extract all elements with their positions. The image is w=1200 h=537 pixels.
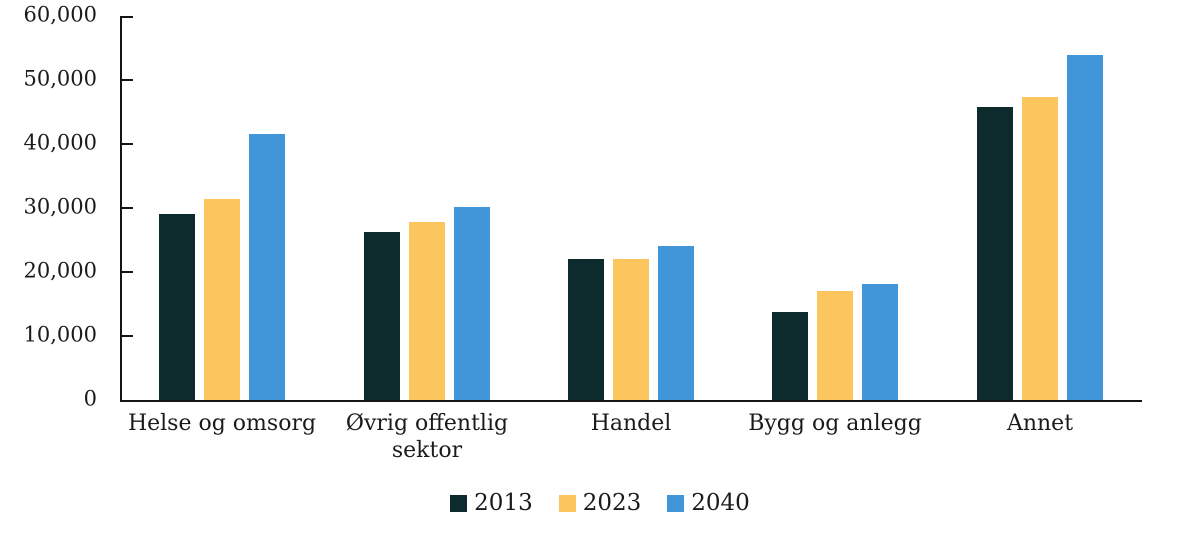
bar-handel-2013 [568, 259, 604, 400]
bar-bygg-og-anlegg-2040 [862, 284, 899, 400]
bar-helse-og-omsorg-2040 [249, 134, 286, 400]
bar-bygg-og-anlegg-2013 [772, 312, 809, 400]
bar-helse-og-omsorg-2013 [159, 214, 196, 400]
legend-label: 2013 [474, 490, 533, 516]
bar-helse-og-omsorg-2023 [204, 199, 241, 400]
plot-area [120, 16, 1142, 402]
bar-handel-2023 [613, 259, 649, 400]
y-axis-label: 30,000 [23, 194, 97, 219]
y-axis-tick [122, 79, 133, 81]
y-axis-tick [122, 335, 133, 337]
y-axis-label: 20,000 [23, 258, 97, 283]
legend-item-2040: 2040 [667, 492, 750, 515]
bar-handel-2040 [658, 246, 694, 400]
legend-item-2013: 2013 [450, 492, 533, 515]
legend: 2013 2023 2040 [0, 492, 1200, 515]
bar-bygg-og-anlegg-2023 [817, 291, 854, 400]
y-axis-tick [122, 16, 133, 18]
y-axis-label: 40,000 [23, 130, 97, 155]
legend-swatch-icon [667, 495, 685, 512]
y-axis-tick [122, 271, 133, 273]
y-axis-label: 50,000 [23, 66, 97, 91]
y-axis-label: 0 [83, 386, 97, 411]
y-axis-label: 60,000 [23, 2, 97, 27]
legend-label: 2023 [582, 490, 642, 516]
bar-vrig-offentlig-sektor-2013 [363, 232, 400, 400]
bar-annet-2023 [1021, 97, 1058, 400]
bar-vrig-offentlig-sektor-2023 [408, 222, 445, 400]
bar-vrig-offentlig-sektor-2040 [453, 207, 490, 400]
x-axis-category-label: Bygg og anlegg [748, 411, 922, 436]
y-axis-tick [122, 207, 133, 209]
x-axis-category-label: Helse og omsorg [127, 411, 317, 436]
legend-swatch-icon [558, 495, 576, 512]
bar-annet-2013 [976, 107, 1013, 400]
bar-annet-2040 [1066, 55, 1103, 400]
y-axis-label: 10,000 [23, 322, 97, 347]
x-axis-category-label: Annet [1006, 411, 1074, 436]
x-axis-category-label: Handel [590, 411, 672, 436]
legend-swatch-icon [450, 495, 468, 512]
x-axis-category-label: Øvrig offentlig sektor [345, 411, 509, 463]
legend-item-2023: 2023 [558, 490, 642, 516]
y-axis-tick [122, 143, 133, 145]
legend-label: 2040 [691, 490, 750, 516]
